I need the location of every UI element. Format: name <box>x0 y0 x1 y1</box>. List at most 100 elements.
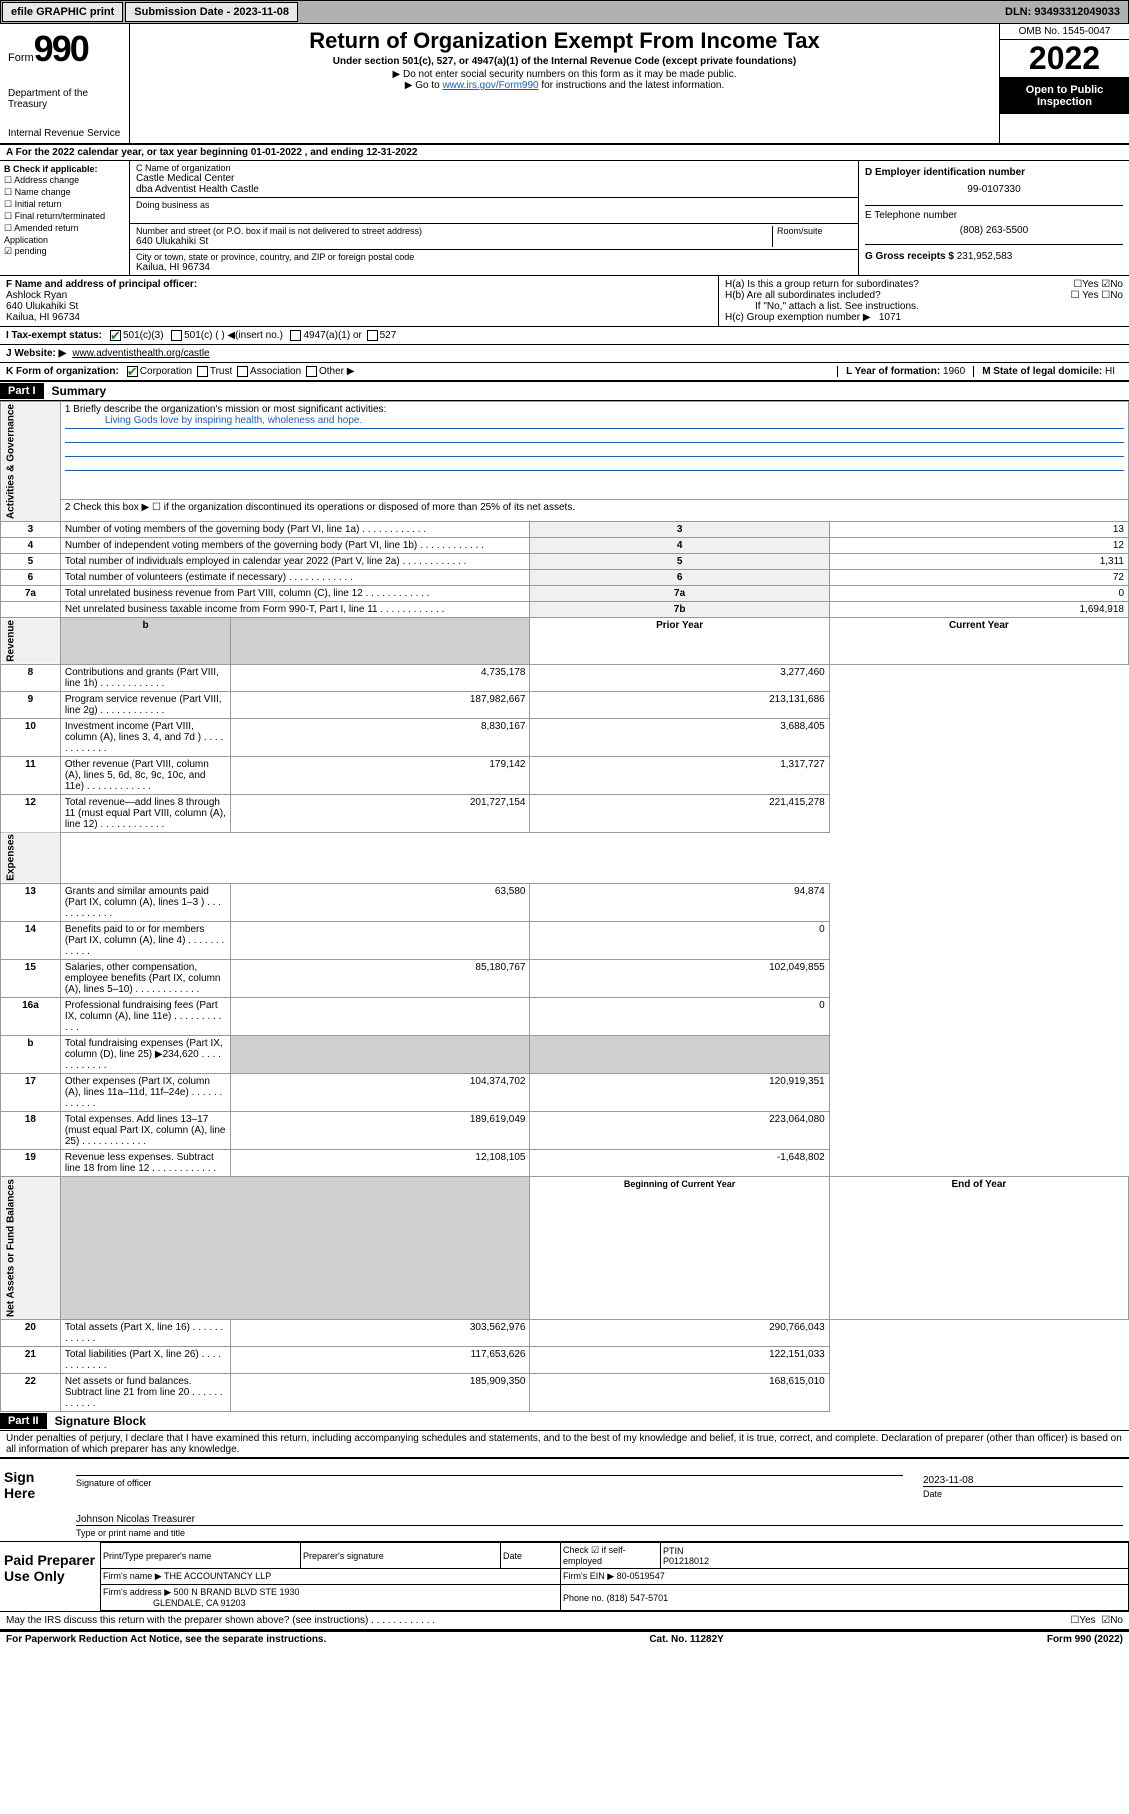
chk-4947[interactable] <box>290 330 301 341</box>
line-num: 8 <box>1 664 61 691</box>
l-value: 1960 <box>943 366 965 377</box>
prep-date-lbl: Date <box>501 1543 561 1569</box>
chk-pending[interactable]: ☑ pending <box>4 246 125 257</box>
chk-amended[interactable]: ☐ Amended return <box>4 223 125 234</box>
c-name-label: C Name of organization <box>136 163 852 173</box>
ha-yes[interactable]: ☐Yes <box>1073 279 1098 290</box>
chk-name[interactable]: ☐ Name change <box>4 187 125 198</box>
m-label: M State of legal domicile: <box>982 366 1102 377</box>
line-text: Benefits paid to or for members (Part IX… <box>60 922 230 960</box>
ans-val: 12 <box>829 538 1128 554</box>
form-header: Form990 Department of the Treasury Inter… <box>0 24 1129 145</box>
curr-val: 3,277,460 <box>530 664 829 691</box>
efile-print-button[interactable]: efile GRAPHIC print <box>2 2 123 22</box>
footer-right: Form 990 (2022) <box>1047 1634 1123 1645</box>
sig-date-label: Date <box>923 1489 942 1499</box>
line-text: Total number of individuals employed in … <box>60 554 530 570</box>
curr-val: -1,648,802 <box>530 1150 829 1177</box>
gross-value: 231,952,583 <box>957 251 1013 262</box>
curr-val: 94,874 <box>530 884 829 922</box>
form-word: Form <box>8 52 34 64</box>
prior-val <box>231 922 530 960</box>
line-num: 9 <box>1 691 61 718</box>
line-num: 10 <box>1 718 61 756</box>
part1-title: Summary <box>44 382 115 400</box>
end-val: 122,151,033 <box>530 1347 829 1374</box>
chk-address[interactable]: ☐ Address change <box>4 175 125 186</box>
line-text: Number of independent voting members of … <box>60 538 530 554</box>
dba-label: Doing business as <box>136 200 852 210</box>
net-side-label: Net Assets or Fund Balances <box>1 1177 61 1320</box>
line-text: Net unrelated business taxable income fr… <box>60 602 530 618</box>
check-self-emp[interactable]: Check ☑ if self-employed <box>561 1543 661 1569</box>
k-label: K Form of organization: <box>6 366 119 377</box>
curr-val: 120,919,351 <box>530 1074 829 1112</box>
line-text: Other revenue (Part VIII, column (A), li… <box>60 756 230 794</box>
i-label: I Tax-exempt status: <box>6 330 102 341</box>
phone-value: (808) 263-5500 <box>865 221 1123 240</box>
ans-val: 72 <box>829 570 1128 586</box>
mission-text: Living Gods love by inspiring health, wh… <box>65 415 1124 429</box>
end-val: 168,615,010 <box>530 1374 829 1412</box>
ans-num: 6 <box>530 570 829 586</box>
chk-assoc[interactable] <box>237 366 248 377</box>
opt-other: Other ▶ <box>319 366 354 377</box>
officer-printed: Johnson Nicolas Treasurer <box>76 1514 1123 1526</box>
line-text: Contributions and grants (Part VIII, lin… <box>60 664 230 691</box>
line-text: Investment income (Part VIII, column (A)… <box>60 718 230 756</box>
line-num: 15 <box>1 960 61 998</box>
goto-post: for instructions and the latest informat… <box>539 80 725 91</box>
firm-name: THE ACCOUNTANCY LLP <box>164 1571 271 1581</box>
line-num: 16a <box>1 998 61 1036</box>
prep-sig-lbl: Preparer's signature <box>301 1543 501 1569</box>
chk-initial[interactable]: ☐ Initial return <box>4 199 125 210</box>
line-num: 5 <box>1 554 61 570</box>
opt-corp: Corporation <box>140 366 192 377</box>
irs-form-link[interactable]: www.irs.gov/Form990 <box>442 80 538 91</box>
chk-501c3[interactable] <box>110 330 121 341</box>
line-num: 13 <box>1 884 61 922</box>
hb-yes[interactable]: ☐ Yes <box>1071 290 1099 301</box>
m-value: HI <box>1105 366 1115 377</box>
ein-label: D Employer identification number <box>865 167 1123 178</box>
org-name-1: Castle Medical Center <box>136 173 852 184</box>
line-num: 12 <box>1 794 61 832</box>
form-subtitle-1: Under section 501(c), 527, or 4947(a)(1)… <box>134 56 995 67</box>
chk-final[interactable]: ☐ Final return/terminated <box>4 211 125 222</box>
line-num: 3 <box>1 522 61 538</box>
chk-501c[interactable] <box>171 330 182 341</box>
ein-value: 99-0107330 <box>865 178 1123 201</box>
curr-val <box>530 1036 829 1074</box>
ans-num: 4 <box>530 538 829 554</box>
chk-trust[interactable] <box>197 366 208 377</box>
ans-num: 7b <box>530 602 829 618</box>
inspect-2: Inspection <box>1037 96 1092 108</box>
f-label: F Name and address of principal officer: <box>6 279 712 290</box>
phone-label: E Telephone number <box>865 210 1123 221</box>
ha-no[interactable]: ☑No <box>1101 279 1123 290</box>
firm-addr-lbl: Firm's address ▶ <box>103 1587 171 1597</box>
gov-side-label: Activities & Governance <box>1 402 61 522</box>
inspect-1: Open to Public <box>1026 84 1104 96</box>
opt-trust: Trust <box>210 366 232 377</box>
line-text: Other expenses (Part IX, column (A), lin… <box>60 1074 230 1112</box>
prior-val <box>231 1036 530 1074</box>
hb-no[interactable]: ☐No <box>1101 290 1123 301</box>
prior-val: 12,108,105 <box>231 1150 530 1177</box>
chk-other[interactable] <box>306 366 317 377</box>
hdr-curr: Current Year <box>829 618 1128 665</box>
ans-num: 3 <box>530 522 829 538</box>
line-text: Total liabilities (Part X, line 26) <box>60 1347 230 1374</box>
chk-corp[interactable] <box>127 366 138 377</box>
line-text: Number of voting members of the governin… <box>60 522 530 538</box>
chk-app: Application <box>4 235 125 245</box>
website-link[interactable]: www.adventisthealth.org/castle <box>72 348 209 359</box>
chk-527[interactable] <box>367 330 378 341</box>
prior-val: 63,580 <box>231 884 530 922</box>
ha-label: H(a) Is this a group return for subordin… <box>725 279 919 290</box>
discuss-no[interactable]: ☑No <box>1101 1615 1123 1626</box>
discuss-yes[interactable]: ☐Yes <box>1070 1615 1095 1626</box>
opt-527: 527 <box>380 330 397 341</box>
curr-val: 1,317,727 <box>530 756 829 794</box>
line-text: Grants and similar amounts paid (Part IX… <box>60 884 230 922</box>
